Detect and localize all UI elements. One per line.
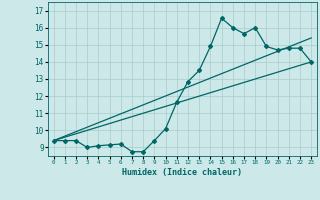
X-axis label: Humidex (Indice chaleur): Humidex (Indice chaleur): [123, 168, 243, 177]
